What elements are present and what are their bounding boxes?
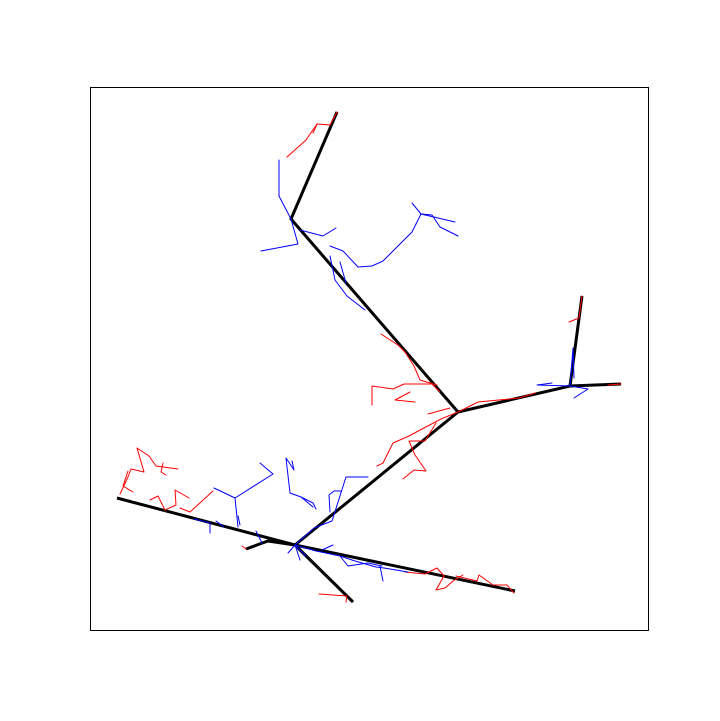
red-branch-group xyxy=(119,111,622,603)
red-branch-west-4 xyxy=(160,462,167,476)
blue-branch-west-5 xyxy=(215,520,225,528)
blue-branch-center-1 xyxy=(294,476,369,546)
trunk-stub xyxy=(245,539,296,551)
red-branch-mid-3 xyxy=(394,391,416,403)
blue-branch-west-1 xyxy=(234,462,274,528)
blue-branch-west-6 xyxy=(255,530,263,544)
blue-branch-north-6 xyxy=(329,255,366,311)
red-branch-ne-1 xyxy=(568,295,583,323)
red-branch-top xyxy=(286,111,338,158)
red-branch-south xyxy=(318,593,348,603)
red-branch-mid-1 xyxy=(380,333,438,386)
blue-branch-west-3 xyxy=(237,515,241,526)
blue-branch-north-4 xyxy=(329,213,459,268)
blue-branch-se-2 xyxy=(339,555,383,567)
red-branch-top-twig xyxy=(312,123,318,134)
blue-branch-se-4 xyxy=(321,544,334,551)
red-branch-stub xyxy=(241,545,247,550)
blue-branch-center-2 xyxy=(328,490,342,513)
red-branch-east-tip xyxy=(607,383,622,386)
blue-branch-north-7 xyxy=(339,261,347,284)
plot-frame xyxy=(90,87,649,631)
blue-branch-center-3 xyxy=(285,457,314,508)
red-branch-mid-2 xyxy=(371,383,441,406)
red-branch-west-3 xyxy=(149,489,190,511)
blue-branch-hub-1 xyxy=(294,544,301,561)
blue-branch-ne-1 xyxy=(569,347,575,387)
red-branch-west-5 xyxy=(179,490,214,513)
blue-branch-center-4 xyxy=(300,496,317,510)
trunk-group xyxy=(116,111,622,604)
red-branch-se-2 xyxy=(455,574,515,594)
trunk-north xyxy=(289,111,460,413)
blue-branch-hub-3 xyxy=(294,544,307,557)
red-branch-center-2 xyxy=(402,422,437,480)
blue-branch-west-4 xyxy=(193,518,211,534)
blue-branch-ne-2 xyxy=(536,382,571,387)
red-branch-east-link xyxy=(457,392,536,413)
blue-branch-north-3 xyxy=(299,227,337,237)
blue-branch-se-1 xyxy=(294,544,409,573)
blue-branch-ne-3 xyxy=(569,385,589,399)
blue-branch-group xyxy=(193,159,589,582)
blue-branch-north-1 xyxy=(278,159,292,220)
trunk-southeast xyxy=(294,543,516,593)
blue-branch-north-2 xyxy=(260,218,299,252)
red-branch-center-3 xyxy=(427,407,451,415)
blue-branch-north-5 xyxy=(411,202,456,223)
red-branch-west-2 xyxy=(122,470,134,493)
trunk-center xyxy=(294,410,459,547)
blue-branch-hub-2 xyxy=(287,544,296,554)
red-branch-center-1 xyxy=(376,411,459,467)
blue-branch-se-3 xyxy=(379,565,384,582)
trunk-east xyxy=(457,382,622,414)
red-branch-se-1 xyxy=(404,567,464,591)
red-branch-west-1 xyxy=(119,447,179,495)
blue-branch-west-2 xyxy=(213,487,236,499)
